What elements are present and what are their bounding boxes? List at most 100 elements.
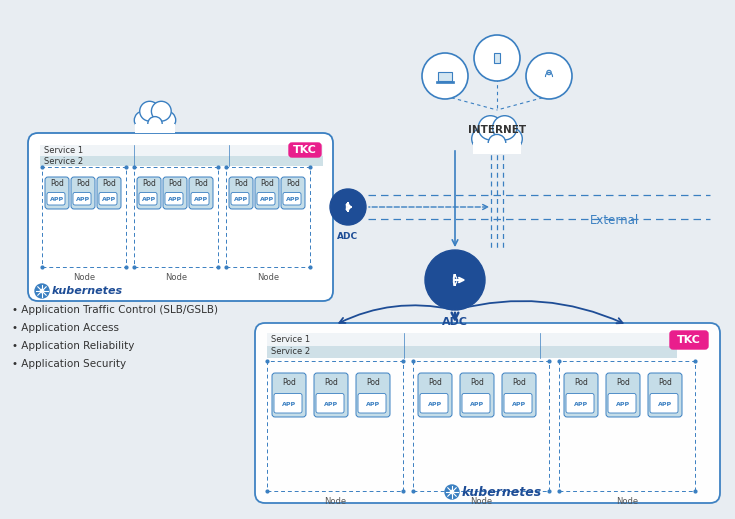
FancyBboxPatch shape [257,193,275,205]
FancyBboxPatch shape [420,393,448,413]
Text: Pod: Pod [168,179,182,188]
FancyBboxPatch shape [165,193,183,205]
Text: Pod: Pod [260,179,274,188]
FancyBboxPatch shape [137,177,161,209]
FancyBboxPatch shape [651,395,676,412]
Text: Pod: Pod [194,179,208,188]
FancyBboxPatch shape [259,194,273,203]
Text: APP: APP [287,197,301,202]
FancyBboxPatch shape [275,394,301,412]
Text: Pod: Pod [428,378,442,387]
Text: Node: Node [73,273,95,282]
FancyBboxPatch shape [189,177,213,209]
Text: Pod: Pod [616,378,630,387]
FancyBboxPatch shape [28,133,333,301]
Text: APP: APP [143,197,157,202]
FancyBboxPatch shape [317,394,343,412]
Text: APP: APP [76,197,90,202]
Bar [134,167,218,267]
FancyBboxPatch shape [163,177,187,209]
FancyBboxPatch shape [567,394,593,412]
Text: External: External [590,213,639,226]
FancyBboxPatch shape [609,395,634,412]
FancyBboxPatch shape [276,395,301,412]
Bar [413,361,549,491]
FancyBboxPatch shape [359,395,384,412]
FancyBboxPatch shape [567,395,592,412]
Circle shape [143,104,168,129]
FancyBboxPatch shape [48,194,64,204]
Text: Pod: Pod [50,179,64,188]
Bar [436,80,454,83]
Text: Service 1: Service 1 [271,335,310,344]
Text: • Application Security: • Application Security [12,359,126,369]
Text: • Application Access: • Application Access [12,323,119,333]
Text: Service 2: Service 2 [44,157,83,166]
Text: Node: Node [324,497,346,506]
Circle shape [40,289,44,293]
FancyBboxPatch shape [463,394,489,412]
Circle shape [148,117,162,131]
Text: APP: APP [659,402,673,407]
FancyBboxPatch shape [421,394,447,412]
Text: ADC: ADC [337,232,359,241]
Text: INTERNET: INTERNET [468,125,526,135]
Text: Pod: Pod [658,378,672,387]
FancyBboxPatch shape [281,177,305,209]
Circle shape [478,116,503,140]
FancyBboxPatch shape [670,331,708,349]
Bar [42,167,126,267]
Circle shape [135,111,152,129]
FancyBboxPatch shape [193,194,207,203]
FancyBboxPatch shape [139,193,157,205]
Text: Node: Node [616,497,638,506]
FancyBboxPatch shape [49,194,63,203]
FancyBboxPatch shape [418,373,452,417]
Circle shape [474,35,520,81]
Text: ADC: ADC [442,317,468,327]
FancyBboxPatch shape [166,194,182,204]
Text: Pod: Pod [324,378,338,387]
Text: Node: Node [165,273,187,282]
FancyBboxPatch shape [648,373,682,417]
FancyBboxPatch shape [232,194,248,203]
FancyBboxPatch shape [608,393,636,413]
FancyBboxPatch shape [71,177,95,209]
FancyBboxPatch shape [609,394,635,412]
FancyBboxPatch shape [231,193,249,205]
Text: TKC: TKC [677,335,701,345]
Text: Pod: Pod [76,179,90,188]
FancyBboxPatch shape [283,193,301,205]
Text: Service 2: Service 2 [271,348,310,357]
FancyBboxPatch shape [460,373,494,417]
Text: APP: APP [470,402,484,407]
Circle shape [450,490,454,494]
FancyBboxPatch shape [651,394,677,412]
FancyBboxPatch shape [255,177,279,209]
Text: APP: APP [575,402,589,407]
FancyBboxPatch shape [505,394,531,412]
FancyBboxPatch shape [314,373,348,417]
Bar [438,72,452,80]
FancyBboxPatch shape [74,194,90,203]
Bar [267,333,677,346]
FancyBboxPatch shape [462,393,490,413]
FancyBboxPatch shape [258,194,274,204]
Circle shape [151,101,171,121]
Bar [135,124,175,133]
Text: TKC: TKC [293,145,317,155]
Circle shape [158,111,176,129]
Text: Pod: Pod [366,378,380,387]
FancyBboxPatch shape [101,194,115,203]
FancyBboxPatch shape [356,373,390,417]
Text: • Application Traffic Control (SLB/GSLB): • Application Traffic Control (SLB/GSLB) [12,305,218,315]
Bar [267,346,677,358]
Text: Pod: Pod [234,179,248,188]
Circle shape [422,53,468,99]
Text: APP: APP [102,197,117,202]
Circle shape [547,70,551,75]
FancyBboxPatch shape [99,193,117,205]
Circle shape [481,119,512,150]
FancyBboxPatch shape [506,395,531,412]
FancyBboxPatch shape [284,194,299,203]
